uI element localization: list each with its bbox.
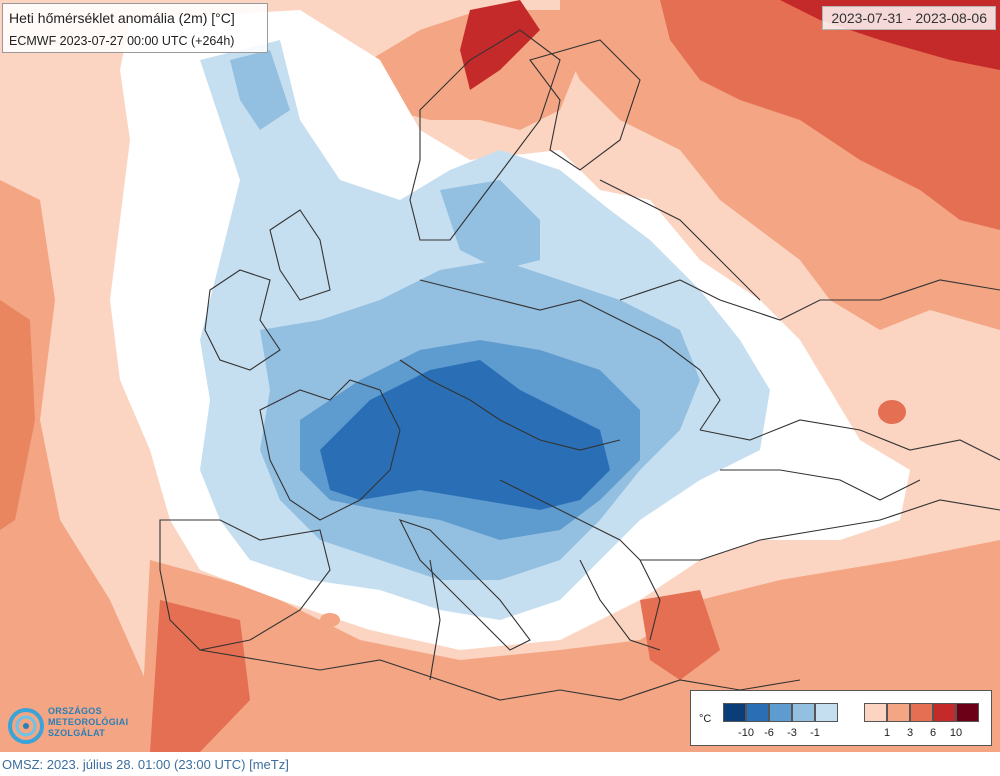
- omsz-swirl-icon: [8, 708, 44, 744]
- period-label: 2023-07-31 - 2023-08-06: [822, 6, 996, 30]
- model-run-label: ECMWF 2023-07-27 00:00 UTC (+264h): [9, 34, 235, 48]
- legend-swatch-cold-2: [746, 703, 769, 722]
- legend-tick-cold: -3: [787, 727, 797, 739]
- anomaly-map: [0, 0, 1000, 752]
- logo-line-2: METEOROLÓGIAI: [48, 717, 129, 727]
- legend-swatch-warm-2: [887, 703, 910, 722]
- legend-swatch-cold-3: [769, 703, 792, 722]
- map-title-box: Heti hőmérséklet anomália (2m) [°C] ECMW…: [2, 3, 268, 53]
- legend-swatch-warm-1: [864, 703, 887, 722]
- legend-tick-warm: 10: [949, 727, 963, 739]
- color-legend: °C -10 -6 -3 -1 1 3 6 10: [690, 690, 992, 746]
- legend-swatch-warm-4: [933, 703, 956, 722]
- legend-tick-warm: 6: [929, 727, 937, 739]
- legend-swatch-warm-5: [956, 703, 979, 722]
- legend-swatch-cold-4: [792, 703, 815, 722]
- omsz-logo: ORSZÁGOS METEOROLÓGIAI SZOLGÁLAT: [6, 704, 130, 748]
- legend-swatch-cold-1: [723, 703, 746, 722]
- footer-credit: OMSZ: 2023. július 28. 01:00 (23:00 UTC)…: [2, 757, 289, 772]
- map-title: Heti hőmérséklet anomália (2m) [°C]: [9, 10, 235, 26]
- legend-tick-cold: -10: [738, 727, 754, 739]
- legend-tick-cold: -6: [764, 727, 774, 739]
- legend-swatch-cold-5: [815, 703, 838, 722]
- legend-tick-warm: 3: [906, 727, 914, 739]
- logo-line-3: SZOLGÁLAT: [48, 728, 106, 738]
- logo-text: ORSZÁGOS METEOROLÓGIAI SZOLGÁLAT: [48, 706, 128, 739]
- legend-unit: °C: [699, 713, 712, 725]
- legend-tick-cold: -1: [810, 727, 820, 739]
- legend-swatch-warm-3: [910, 703, 933, 722]
- logo-line-1: ORSZÁGOS: [48, 706, 102, 716]
- legend-tick-warm: 1: [883, 727, 891, 739]
